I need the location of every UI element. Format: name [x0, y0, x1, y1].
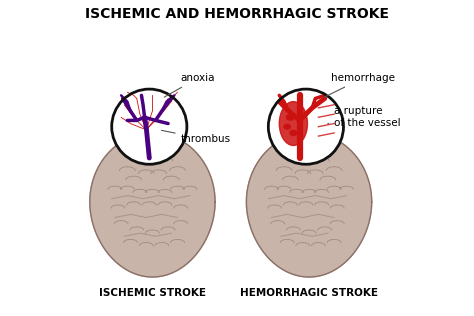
Text: thrombus: thrombus — [162, 131, 231, 144]
Ellipse shape — [284, 124, 290, 129]
Circle shape — [112, 89, 187, 164]
Text: ISCHEMIC STROKE: ISCHEMIC STROKE — [99, 288, 206, 298]
Text: HEMORRHAGIC STROKE: HEMORRHAGIC STROKE — [240, 288, 378, 298]
Text: a rupture
of the vessel: a rupture of the vessel — [328, 106, 401, 128]
Ellipse shape — [286, 114, 294, 120]
Text: ISCHEMIC AND HEMORRHAGIC STROKE: ISCHEMIC AND HEMORRHAGIC STROKE — [85, 7, 389, 21]
Polygon shape — [246, 133, 372, 277]
Circle shape — [268, 89, 344, 164]
Ellipse shape — [279, 102, 308, 145]
Text: anoxia: anoxia — [164, 73, 215, 97]
Polygon shape — [90, 133, 215, 277]
Ellipse shape — [290, 131, 297, 136]
Text: hemorrhage: hemorrhage — [324, 73, 395, 97]
